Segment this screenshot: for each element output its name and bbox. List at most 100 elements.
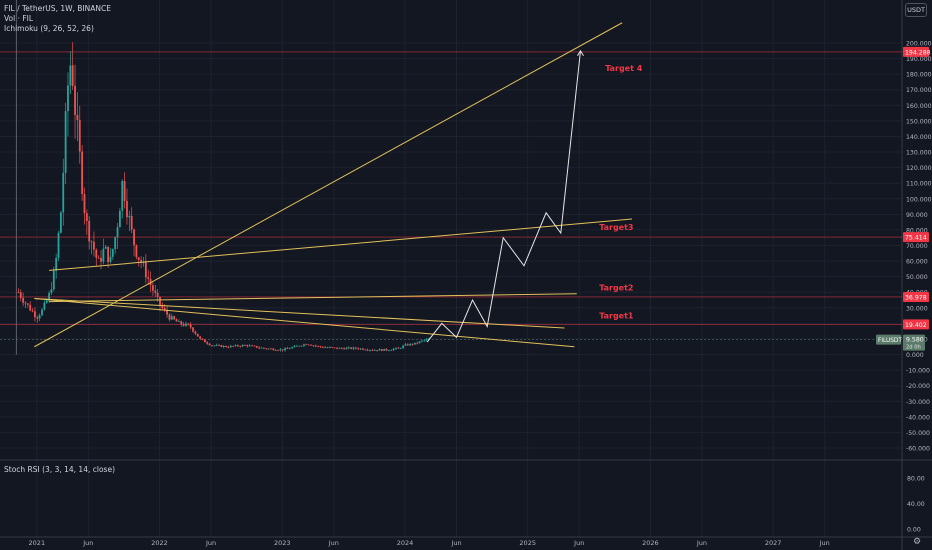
candle-body xyxy=(149,279,152,286)
candle-body xyxy=(395,347,397,349)
candle-body xyxy=(404,344,407,346)
stoch-rsi-pane: 80.00 40.00 0.00 xyxy=(907,475,925,533)
price-badge-label: 194.288 xyxy=(905,49,931,56)
stoch-rsi-label[interactable]: Stoch RSI (3, 3, 14, 14, close) xyxy=(4,465,115,474)
candle-body xyxy=(295,345,298,347)
candle-body xyxy=(399,348,402,349)
candle-body xyxy=(57,232,60,258)
candle-body xyxy=(319,346,322,347)
time-tick-label: 2026 xyxy=(642,539,659,547)
candle-body xyxy=(17,292,20,294)
candle-body xyxy=(364,349,367,351)
price-tick-label: -10.000 xyxy=(906,368,930,375)
candle-body xyxy=(331,347,334,348)
time-axis[interactable]: 2021 Jun 2022 Jun 2023 Jun 2024 Jun 2025 Jun 2026 J… xyxy=(29,539,830,547)
candle-body xyxy=(26,303,29,305)
candle-body xyxy=(116,227,119,238)
price-tick-label: 150.000 xyxy=(906,118,932,125)
rsi-tick-label: 40.00 xyxy=(907,501,925,508)
candle-body xyxy=(411,343,414,345)
projection-line xyxy=(426,50,581,343)
candle-body xyxy=(55,257,58,271)
rsi-tick-label: 80.00 xyxy=(907,475,925,482)
time-tick-label: 2023 xyxy=(274,539,291,547)
target-annotations: Target 4 Target3 Target2 Target1 xyxy=(599,64,643,321)
candle-body xyxy=(173,316,176,320)
time-tick-label: Jun xyxy=(82,539,93,547)
price-levels xyxy=(0,51,902,340)
candle-body xyxy=(236,345,239,347)
symbol-title[interactable]: FIL / TetherUS, 1W, BINANCE xyxy=(4,4,111,13)
candle-body xyxy=(199,336,202,339)
gear-icon[interactable]: ⚙ xyxy=(912,537,922,547)
candle-body xyxy=(118,210,121,228)
candle-body xyxy=(265,348,268,350)
candle-body xyxy=(177,321,180,322)
price-tick-label: -20.000 xyxy=(906,383,930,390)
candle-body xyxy=(194,331,197,334)
trendline xyxy=(34,297,565,329)
candle-body xyxy=(218,345,220,346)
candle-body xyxy=(41,309,43,316)
candle-body xyxy=(182,324,185,326)
candle-body xyxy=(34,311,36,318)
countdown-label: 2d 0h xyxy=(906,345,921,351)
volume-indicator-label[interactable]: Vol · FIL xyxy=(4,14,34,23)
candle-body xyxy=(300,345,303,347)
candle-body xyxy=(397,347,400,349)
candle-body xyxy=(333,347,336,349)
projection-arrowhead xyxy=(577,49,584,57)
candle-body xyxy=(50,289,53,294)
candle-body xyxy=(137,257,140,261)
candle-body xyxy=(220,345,223,347)
currency-button[interactable]: USDT xyxy=(905,3,927,17)
candle-body xyxy=(152,285,154,291)
candle-body xyxy=(409,343,412,346)
candle-body xyxy=(253,345,256,347)
candle-body xyxy=(234,345,237,347)
candle-body xyxy=(85,213,88,221)
trendlines xyxy=(34,22,633,348)
candle-body xyxy=(392,348,395,351)
candle-body xyxy=(102,248,105,262)
candle-body xyxy=(201,338,204,340)
candle-body xyxy=(350,347,353,349)
candle-body xyxy=(227,347,230,348)
current-price-label: 9.580 xyxy=(906,337,924,344)
ichimoku-indicator-label[interactable]: Ichimoku (9, 26, 52, 26) xyxy=(4,24,94,33)
candle-body xyxy=(270,348,272,350)
candle-body xyxy=(111,249,114,257)
trendline xyxy=(34,297,575,348)
price-tick-label: 160.000 xyxy=(906,103,932,110)
candle-body xyxy=(298,345,301,347)
price-badge-label: 36.978 xyxy=(905,294,927,301)
candle-body xyxy=(376,350,379,351)
candle-body xyxy=(69,65,72,86)
candle-body xyxy=(71,65,74,86)
candle-body xyxy=(100,257,102,262)
target-label: Target1 xyxy=(599,312,634,321)
candle-body xyxy=(78,119,81,152)
candle-body xyxy=(286,348,289,350)
candle-body xyxy=(48,293,50,301)
candle-body xyxy=(24,302,27,304)
candle-body xyxy=(307,344,310,346)
candle-body xyxy=(62,172,65,213)
candle-body xyxy=(203,339,206,343)
price-badge xyxy=(903,232,929,243)
candle-body xyxy=(260,347,263,349)
candle-body xyxy=(357,348,360,350)
candle-body xyxy=(383,348,386,351)
candle-body xyxy=(388,350,390,352)
candle-body xyxy=(248,345,251,347)
candle-body xyxy=(229,345,232,348)
time-tick-label: Jun xyxy=(205,539,216,547)
candle-body xyxy=(406,344,409,346)
candle-body xyxy=(340,347,343,349)
candle-body xyxy=(329,347,331,348)
candle-body xyxy=(288,348,291,350)
candle-body xyxy=(74,85,76,116)
